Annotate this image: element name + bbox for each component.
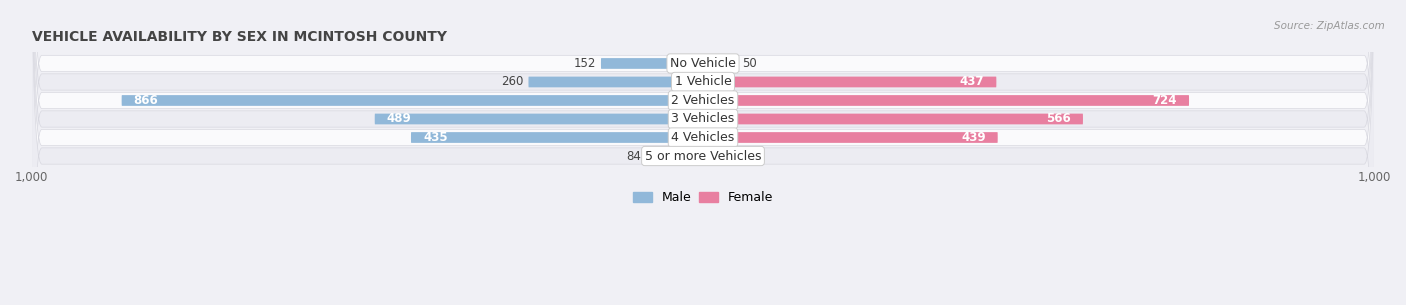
FancyBboxPatch shape xyxy=(32,0,1374,305)
FancyBboxPatch shape xyxy=(647,151,703,161)
Text: 152: 152 xyxy=(574,57,596,70)
Text: Source: ZipAtlas.com: Source: ZipAtlas.com xyxy=(1274,21,1385,31)
FancyBboxPatch shape xyxy=(32,0,1374,305)
FancyBboxPatch shape xyxy=(703,95,1189,106)
FancyBboxPatch shape xyxy=(529,77,703,87)
FancyBboxPatch shape xyxy=(411,132,703,143)
Text: 439: 439 xyxy=(960,131,986,144)
Text: 4 Vehicles: 4 Vehicles xyxy=(672,131,734,144)
Text: VEHICLE AVAILABILITY BY SEX IN MCINTOSH COUNTY: VEHICLE AVAILABILITY BY SEX IN MCINTOSH … xyxy=(32,30,447,44)
Text: 2 Vehicles: 2 Vehicles xyxy=(672,94,734,107)
FancyBboxPatch shape xyxy=(703,77,997,87)
Legend: Male, Female: Male, Female xyxy=(628,186,778,209)
FancyBboxPatch shape xyxy=(703,132,998,143)
Text: 435: 435 xyxy=(423,131,447,144)
FancyBboxPatch shape xyxy=(375,114,703,124)
Text: No Vehicle: No Vehicle xyxy=(671,57,735,70)
Text: 5 or more Vehicles: 5 or more Vehicles xyxy=(645,149,761,163)
FancyBboxPatch shape xyxy=(600,58,703,69)
FancyBboxPatch shape xyxy=(32,0,1374,305)
Text: 50: 50 xyxy=(742,57,756,70)
FancyBboxPatch shape xyxy=(32,0,1374,305)
Text: 437: 437 xyxy=(960,75,984,88)
Text: 84: 84 xyxy=(626,149,641,163)
Text: 566: 566 xyxy=(1046,113,1071,125)
FancyBboxPatch shape xyxy=(122,95,703,106)
FancyBboxPatch shape xyxy=(703,58,737,69)
Text: 260: 260 xyxy=(501,75,523,88)
Text: 1 Vehicle: 1 Vehicle xyxy=(675,75,731,88)
Text: 866: 866 xyxy=(134,94,159,107)
Text: 17: 17 xyxy=(720,149,735,163)
FancyBboxPatch shape xyxy=(703,151,714,161)
Text: 489: 489 xyxy=(387,113,412,125)
FancyBboxPatch shape xyxy=(32,0,1374,305)
Text: 724: 724 xyxy=(1153,94,1177,107)
Text: 3 Vehicles: 3 Vehicles xyxy=(672,113,734,125)
FancyBboxPatch shape xyxy=(703,114,1083,124)
FancyBboxPatch shape xyxy=(32,0,1374,305)
